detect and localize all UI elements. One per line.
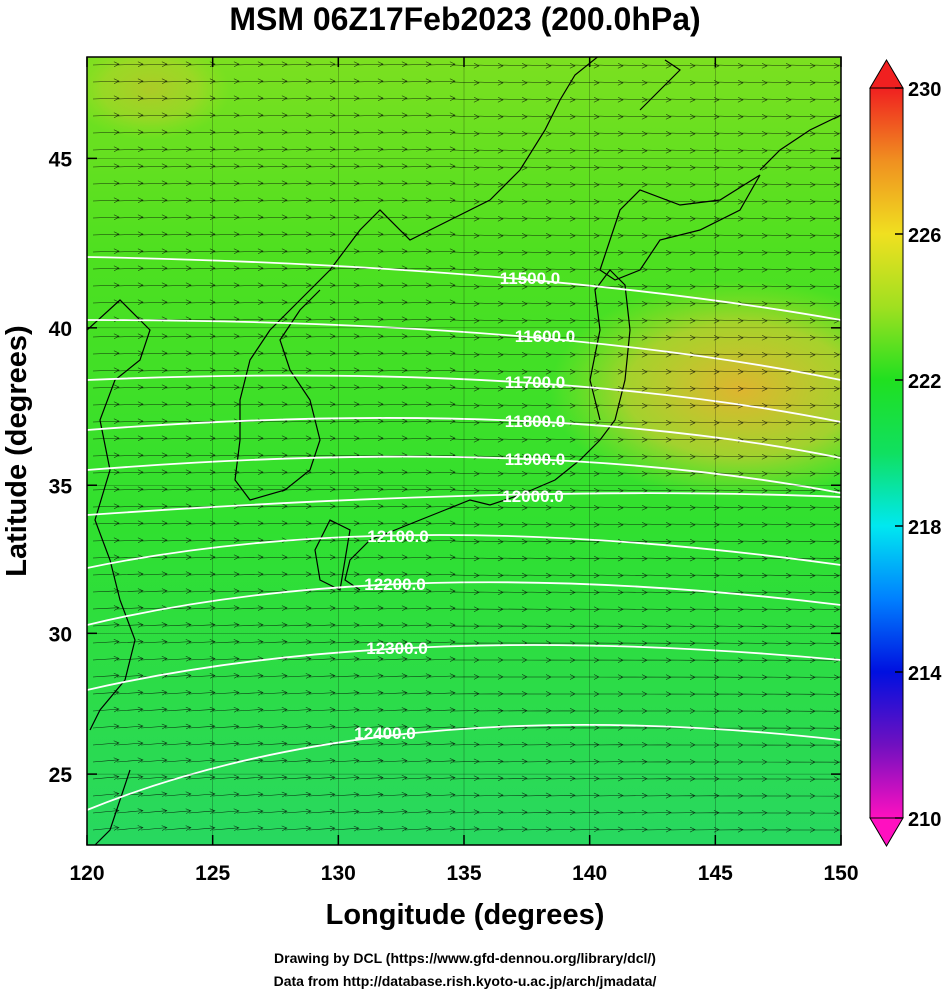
kuril: [759, 114, 841, 171]
map-field: 11500.0 11600.0 11700.0 11800.0 11900.0 12000…: [87, 57, 841, 845]
colorbar-tick-label: 222: [908, 371, 941, 393]
contour-label: 12100.0: [367, 527, 428, 546]
x-tick-label: 145: [698, 862, 733, 885]
colorbar-tick-label: 218: [908, 517, 941, 539]
y-axis-label: Latitude (degrees): [1, 325, 33, 576]
contour-label: 11500.0: [500, 269, 561, 288]
china-coast: [87, 299, 151, 731]
x-tick-label: 140: [572, 862, 607, 885]
contour-line: [87, 723, 841, 811]
contour-line: [87, 534, 841, 569]
contour-line: [87, 374, 841, 423]
contour-line: [87, 581, 841, 626]
contour-label: 11600.0: [515, 327, 576, 346]
wind-vectors: [92, 61, 841, 833]
y-tick-label: 40: [49, 318, 72, 341]
wind-arrows: [92, 61, 841, 833]
y-tick-label: 35: [49, 475, 73, 498]
y-tick-label: 30: [49, 623, 72, 646]
sakhalin: [639, 59, 681, 111]
contour-line: [87, 644, 841, 691]
contour-label: 12400.0: [354, 724, 415, 743]
contour-line: [87, 256, 841, 321]
colorbar-extend-top: [869, 59, 904, 89]
contour-lines: 11500.0 11600.0 11700.0 11800.0 11900.0 12000…: [87, 256, 841, 811]
warm-region: [87, 57, 230, 140]
mainland-coast: [234, 57, 599, 501]
x-tick-label: 130: [321, 862, 356, 885]
contour-label: 12200.0: [364, 575, 425, 594]
title: MSM 06Z17Feb2023 (200.0hPa): [229, 1, 700, 37]
colorbar-tick-label: 226: [908, 225, 941, 247]
contour-label: 12000.0: [502, 487, 563, 506]
x-axis-label: Longitude (degrees): [326, 899, 605, 931]
contour-line: [87, 319, 841, 381]
y-tick-label: 45: [49, 148, 73, 171]
hokkaido: [599, 174, 761, 281]
contour-label: 11900.0: [505, 450, 566, 469]
kyushu: [314, 519, 351, 591]
colorbar-tick-label: 210: [908, 809, 941, 831]
contour-label: 11800.0: [505, 412, 566, 431]
x-tick-label: 135: [446, 862, 481, 885]
contour-label: 11700.0: [505, 373, 566, 392]
contour-line: [87, 417, 841, 459]
colorbar-scale: [869, 87, 904, 819]
colorbar-tick-label: 230: [908, 79, 941, 101]
contour-line: [87, 455, 841, 494]
x-tick-label: 125: [195, 862, 230, 885]
colorbar-extend-bottom: [869, 817, 904, 847]
axes: 120 125 130 135 140 145 150 25 30 35 40 45: [49, 57, 859, 885]
contour-line: [87, 492, 841, 516]
taiwan: [94, 769, 131, 845]
x-tick-label: 120: [69, 862, 104, 885]
y-tick-label: 25: [49, 764, 73, 787]
colorbar: 210 214 218 222 226 230: [869, 59, 942, 847]
colorbar-tick-label: 214: [908, 663, 942, 685]
contour-label: 12300.0: [366, 639, 427, 658]
credit: Drawing by DCL (https://www.gfd-dennou.o…: [274, 950, 656, 966]
credit: Data from http://database.rish.kyoto-u.a…: [274, 973, 657, 989]
x-tick-label: 150: [823, 862, 858, 885]
